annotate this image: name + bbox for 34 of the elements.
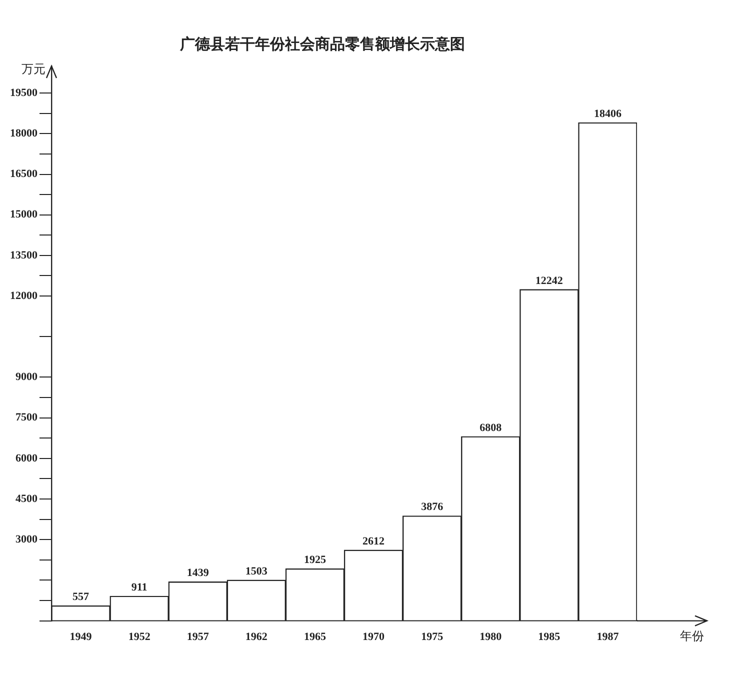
data-label: 2612 bbox=[362, 535, 386, 548]
data-label: 6808 bbox=[480, 422, 502, 434]
x-tick-label: 1970 bbox=[362, 631, 386, 644]
y-tick-label: 12000 bbox=[10, 290, 38, 302]
y-tick-label: 19500 bbox=[10, 86, 38, 99]
chart-title: 广德县若干年份社会商品零售额增长示意图 bbox=[179, 34, 465, 53]
x-tick-label: 1952 bbox=[128, 631, 151, 644]
x-tick-label: 1965 bbox=[304, 631, 326, 644]
x-tick-label: 1957 bbox=[186, 631, 210, 644]
data-label: 18406 bbox=[594, 108, 622, 120]
y-tick-label: 16500 bbox=[10, 168, 38, 180]
data-label: 1439 bbox=[186, 567, 210, 580]
data-label: 1925 bbox=[304, 554, 326, 566]
y-tick-label: 9000 bbox=[16, 371, 38, 384]
y-tick-label: 3000 bbox=[16, 533, 38, 546]
x-tick-label: 1980 bbox=[480, 631, 502, 644]
y-tick-label: 4500 bbox=[16, 492, 38, 505]
y-tick-label: 15000 bbox=[10, 208, 38, 221]
y-tick-label: 18000 bbox=[10, 128, 38, 140]
data-label: 12242 bbox=[535, 274, 564, 287]
y-axis-title: 万元 bbox=[22, 62, 46, 76]
data-label: 1503 bbox=[245, 565, 268, 578]
data-label: 557 bbox=[72, 591, 90, 604]
data-label: 911 bbox=[131, 581, 148, 594]
x-axis-title: 年份 bbox=[680, 628, 704, 643]
y-tick-label: 6000 bbox=[16, 452, 38, 464]
y-tick-label: 7500 bbox=[16, 412, 38, 424]
x-tick-label: 1975 bbox=[421, 631, 444, 644]
data-label: 3876 bbox=[421, 501, 444, 514]
x-tick-label: 1962 bbox=[245, 631, 268, 644]
x-tick-label: 1985 bbox=[538, 631, 561, 644]
y-tick-label: 13500 bbox=[10, 249, 38, 262]
x-tick-label: 1949 bbox=[70, 631, 92, 644]
x-tick-label: 1987 bbox=[596, 631, 620, 644]
